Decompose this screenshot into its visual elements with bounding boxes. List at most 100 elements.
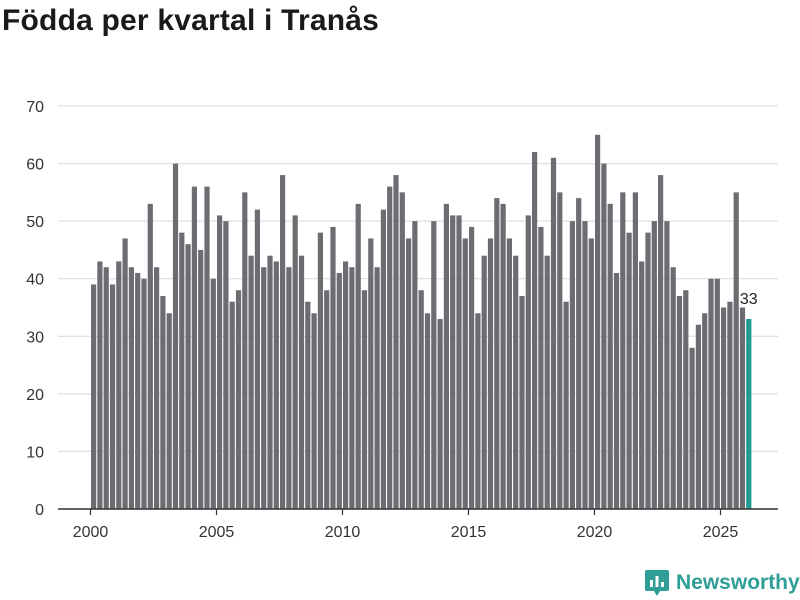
bar (462, 238, 468, 509)
bar (330, 226, 336, 509)
bar (475, 313, 481, 509)
bar (305, 301, 311, 509)
chart-title: Födda per kvartal i Tranås (2, 4, 380, 37)
bar-layer (91, 134, 752, 510)
bar (128, 267, 134, 509)
bar (135, 272, 141, 509)
y-tick-label: 20 (26, 387, 44, 404)
latest-value-label: 33 (740, 291, 758, 308)
bar (109, 284, 116, 509)
bar (431, 221, 437, 509)
bar (576, 198, 582, 510)
bar (172, 163, 179, 509)
axis-layer (58, 508, 778, 515)
bar (235, 290, 242, 509)
bar (443, 203, 449, 509)
bar (727, 301, 733, 509)
bar (481, 255, 487, 509)
y-tick-label: 50 (26, 214, 44, 231)
y-tick-label: 30 (26, 329, 44, 346)
bar (393, 175, 399, 509)
brand-logo: Newsworthy (644, 568, 800, 598)
y-tick-label: 60 (26, 157, 44, 174)
bar (658, 175, 664, 509)
bar (311, 313, 317, 509)
bar (569, 221, 575, 509)
bar (664, 221, 670, 509)
bar (116, 261, 122, 509)
bar (387, 186, 393, 509)
bar (456, 215, 462, 509)
bar (676, 295, 683, 509)
x-tick-label: 2005 (199, 524, 235, 541)
bar (147, 203, 153, 509)
grid-layer (58, 105, 778, 452)
bar (670, 267, 676, 509)
bar (595, 134, 601, 510)
bar (160, 295, 166, 509)
x-tick-label: 2015 (451, 524, 487, 541)
bar (708, 278, 714, 509)
bar (286, 267, 292, 509)
bar (588, 238, 594, 509)
y-tick-label: 40 (26, 272, 44, 289)
bar (695, 324, 701, 509)
y-tick-label: 70 (26, 99, 44, 116)
bar (563, 301, 569, 509)
bar (355, 203, 361, 509)
bar (513, 255, 519, 509)
bar (450, 215, 456, 509)
bar (223, 221, 229, 509)
bar (532, 152, 538, 509)
bar (380, 209, 386, 509)
bar (406, 238, 412, 509)
bar (487, 238, 494, 509)
bar (217, 215, 223, 509)
bar (242, 192, 248, 510)
x-tick-label: 2000 (73, 524, 109, 541)
bar (437, 319, 443, 509)
bar (229, 301, 235, 509)
bar (292, 215, 298, 509)
bar (166, 313, 172, 509)
bar (154, 267, 160, 509)
bar (317, 232, 323, 509)
x-tick-label: 2010 (325, 524, 361, 541)
bar (97, 261, 103, 509)
bar (122, 238, 128, 509)
bar (601, 163, 607, 509)
bar (91, 284, 97, 509)
bar (261, 267, 267, 509)
bar (412, 221, 418, 509)
bar (349, 267, 355, 509)
bar (298, 255, 305, 509)
bar (204, 186, 210, 509)
bar (248, 255, 254, 509)
bar-latest (746, 319, 752, 509)
bar (607, 203, 613, 509)
bar (424, 313, 431, 509)
bar (494, 198, 500, 510)
bar (469, 226, 475, 509)
bar (418, 290, 424, 509)
x-tick-label: 2025 (703, 524, 739, 541)
bar (179, 232, 185, 509)
bar (613, 272, 620, 509)
bar (141, 278, 147, 509)
bar (582, 221, 588, 509)
bar (645, 232, 651, 509)
bar (683, 290, 689, 509)
brand-name: Newsworthy (676, 571, 800, 594)
bar (721, 307, 727, 509)
bar (324, 290, 330, 509)
bar (191, 186, 197, 509)
bar (399, 192, 405, 510)
bar (368, 238, 374, 509)
bar (714, 278, 720, 509)
bar (739, 307, 746, 509)
bar (343, 261, 349, 509)
bar (639, 261, 645, 509)
bar (544, 255, 550, 509)
y-tick-label: 0 (35, 502, 44, 519)
